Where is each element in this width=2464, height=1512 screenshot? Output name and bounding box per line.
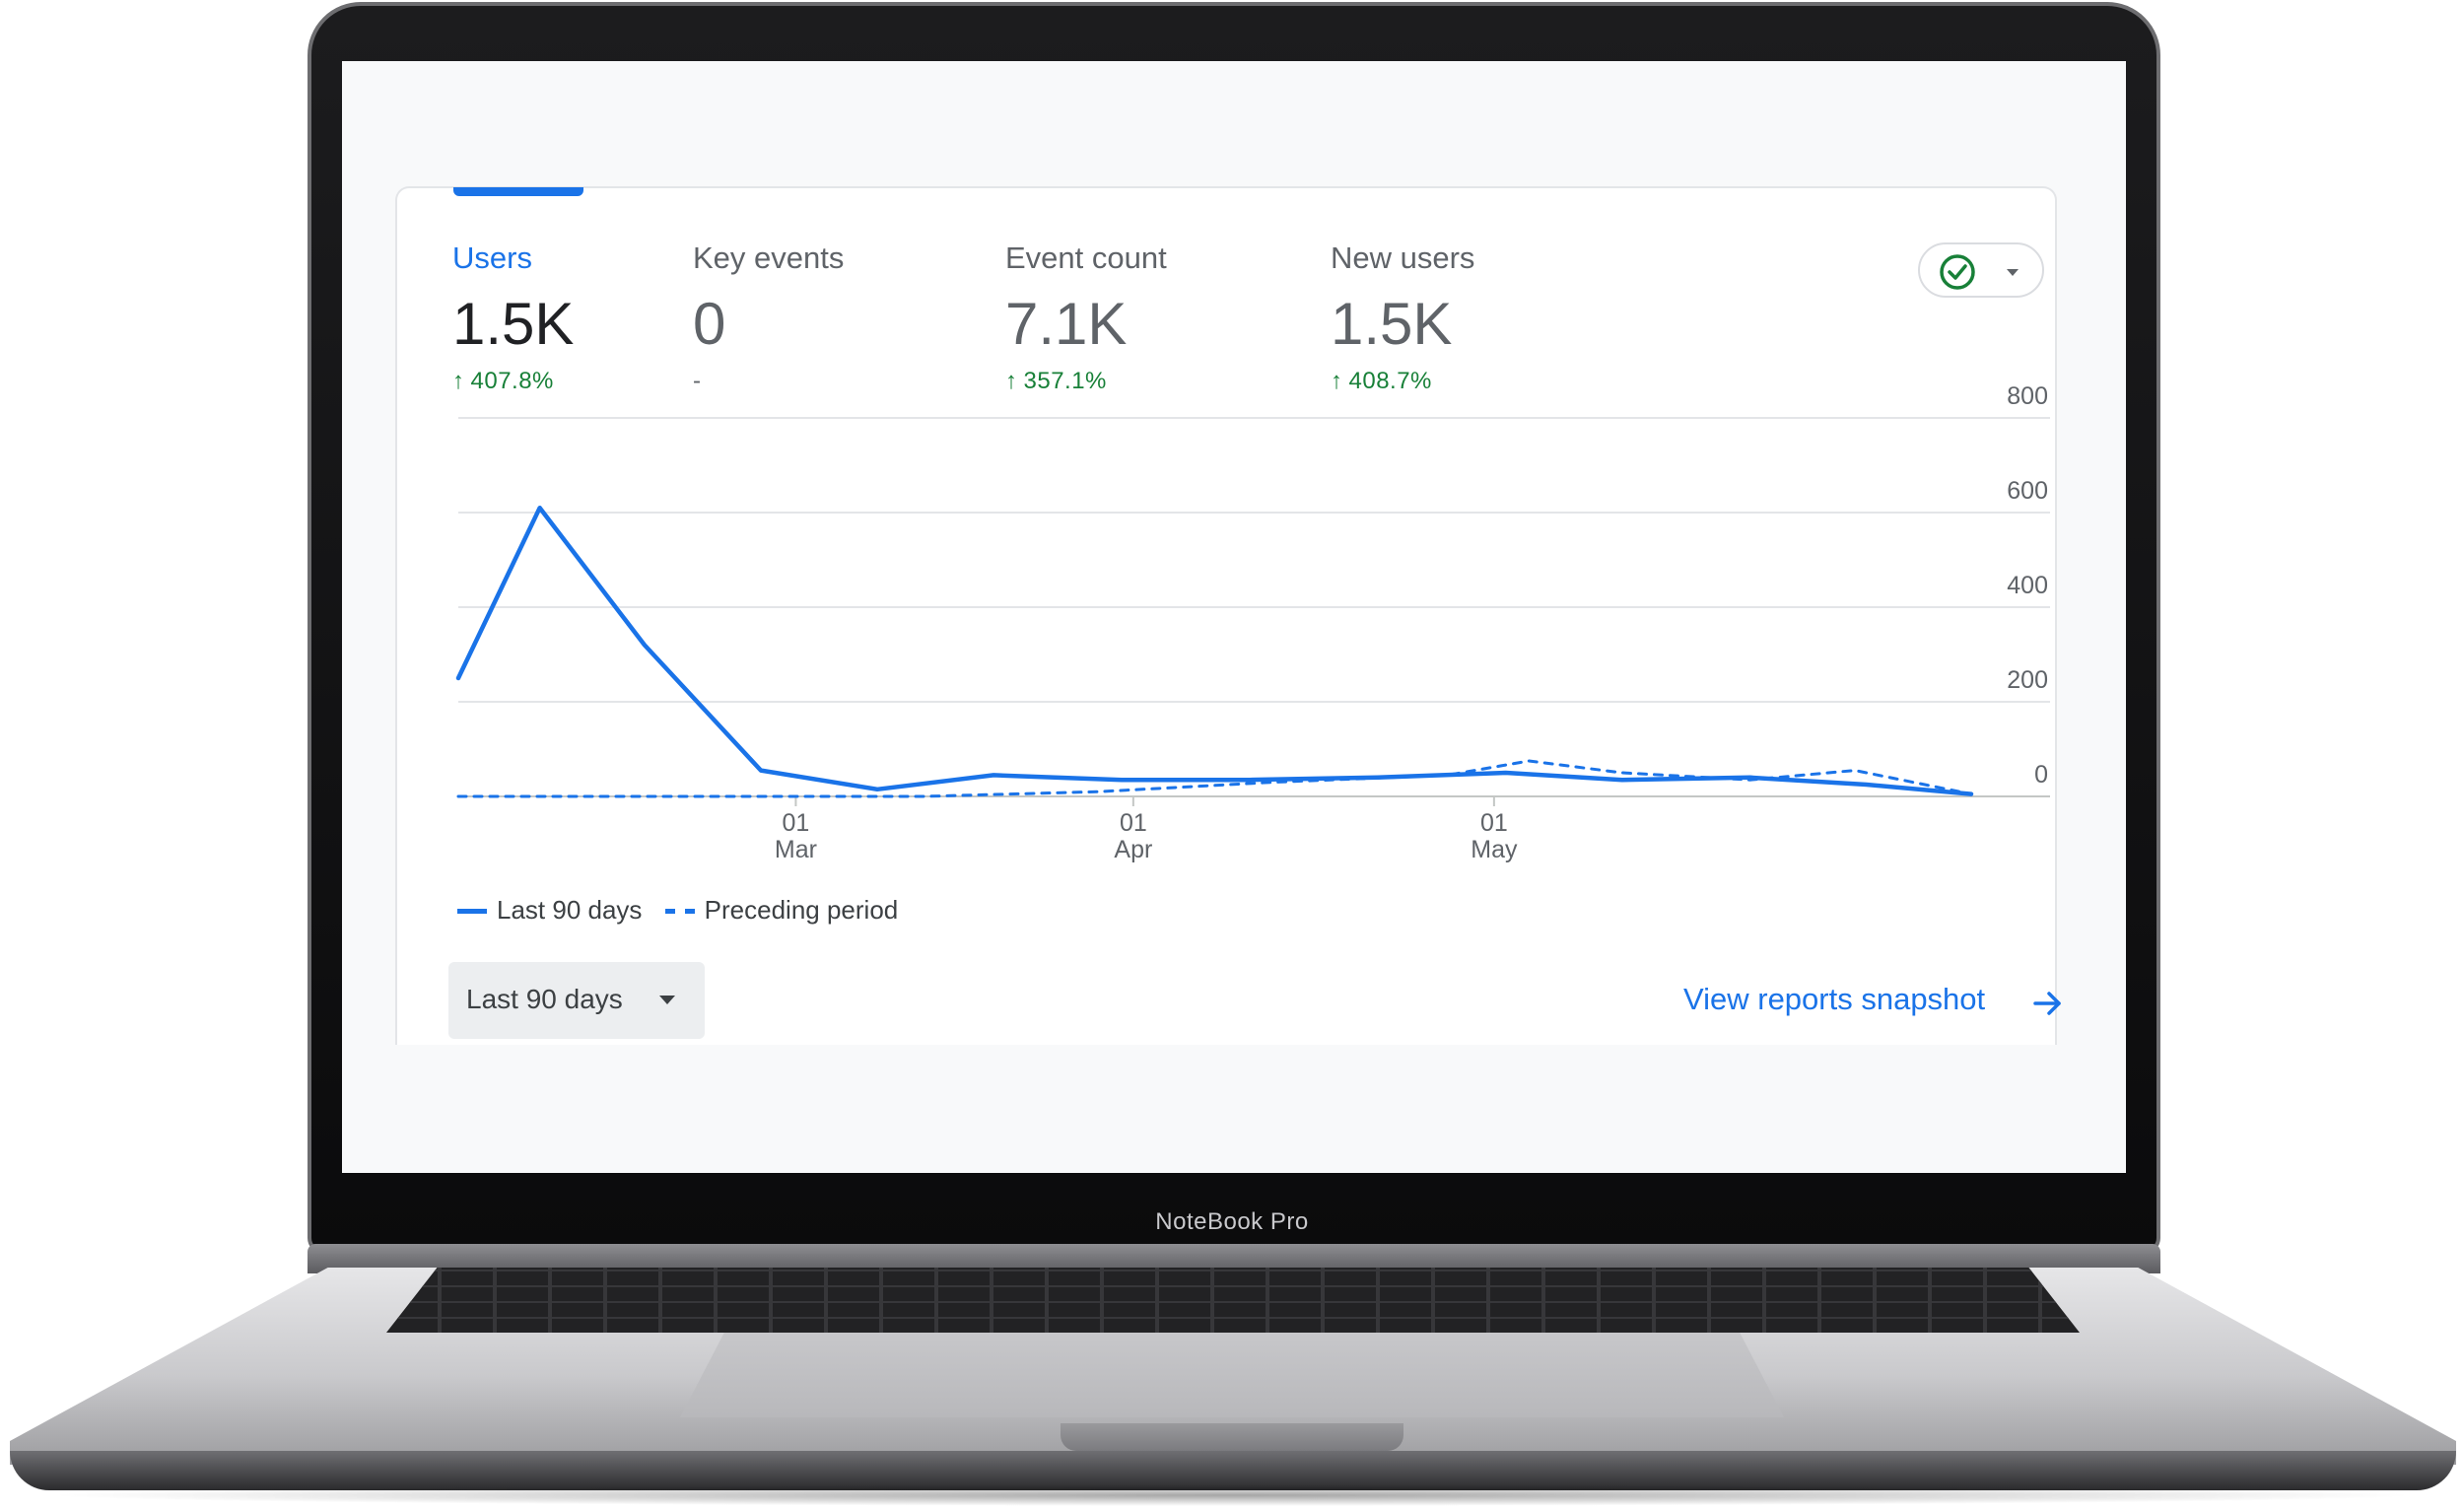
chart-legend: Last 90 days Preceding period (457, 893, 914, 926)
check-circle-icon (1940, 254, 1975, 290)
solid-line-swatch (457, 909, 487, 915)
caret-down-icon (659, 996, 675, 1004)
overview-card (395, 186, 2057, 1045)
compare-dropdown-button[interactable] (1918, 242, 2044, 298)
legend-item-last-90-days: Last 90 days (457, 895, 642, 926)
metric-change: ↑ 357.1% (1005, 368, 1107, 394)
dashed-line-swatch (664, 909, 695, 915)
metric-label: Users (452, 241, 532, 275)
y-tick-label: 800 (2007, 382, 2048, 410)
series-line-preceding-period (456, 759, 1973, 798)
metric-change: ↑ 407.8% (452, 368, 554, 394)
date-range-label: Last 90 days (466, 984, 623, 1014)
metric-value: 7.1K (1005, 291, 1128, 357)
x-tick-month: Apr (1114, 836, 1152, 863)
metric-tab-key-events[interactable]: Key events 0 - (693, 241, 844, 395)
device-brand-label: NoteBook Pro (1155, 1208, 1309, 1235)
arrow-up-icon: ↑ (1331, 368, 1343, 394)
metric-change: ↑ 408.7% (1331, 368, 1432, 394)
keyboard-keys (386, 1268, 2080, 1333)
y-tick-label: 400 (2007, 572, 2048, 599)
x-tick-day: 01 (1480, 809, 1508, 837)
caret-down-icon (2007, 269, 2019, 276)
y-axis-ticks: 0 200 400 600 800 (2007, 382, 2048, 789)
metric-label: New users (1331, 241, 1475, 275)
x-tick-month: May (1471, 836, 1518, 863)
laptop-shadow (39, 1484, 2425, 1506)
x-tick-day: 01 (783, 809, 810, 837)
metric-value: 1.5K (452, 291, 575, 357)
active-tab-indicator (453, 187, 583, 196)
chart-gridlines (458, 417, 2050, 797)
x-tick-month: Mar (775, 836, 817, 863)
y-tick-label: 200 (2007, 666, 2048, 694)
metric-label: Key events (693, 241, 845, 275)
arrow-up-icon: ↑ (452, 368, 465, 394)
metric-change: - (693, 368, 702, 394)
metric-value: 1.5K (1331, 291, 1453, 357)
chart-series (455, 505, 1974, 798)
metric-tab-event-count[interactable]: Event count 7.1K ↑ 357.1% (1005, 241, 1167, 395)
series-line-last-90-days (455, 505, 1974, 796)
arrow-up-icon: ↑ (1005, 368, 1018, 394)
date-range-dropdown[interactable]: Last 90 days (448, 962, 705, 1039)
metric-tab-users[interactable]: Users 1.5K ↑ 407.8% (452, 241, 574, 395)
view-reports-snapshot-link[interactable]: View reports snapshot (1683, 982, 1986, 1016)
trackpad (680, 1333, 1784, 1417)
laptop-front-edge (10, 1451, 2456, 1490)
arrow-right-icon[interactable] (2032, 988, 2064, 1019)
metric-tab-new-users[interactable]: New users 1.5K ↑ 408.7% (1331, 241, 1474, 395)
keyboard (386, 1268, 2080, 1333)
y-tick-label: 0 (2034, 761, 2048, 789)
metric-value: 0 (693, 291, 726, 357)
y-tick-label: 600 (2007, 477, 2048, 505)
metric-label: Event count (1005, 241, 1167, 275)
x-tick-day: 01 (1120, 809, 1147, 837)
legend-item-preceding-period: Preceding period (664, 895, 898, 926)
laptop-notch (1061, 1423, 1403, 1451)
